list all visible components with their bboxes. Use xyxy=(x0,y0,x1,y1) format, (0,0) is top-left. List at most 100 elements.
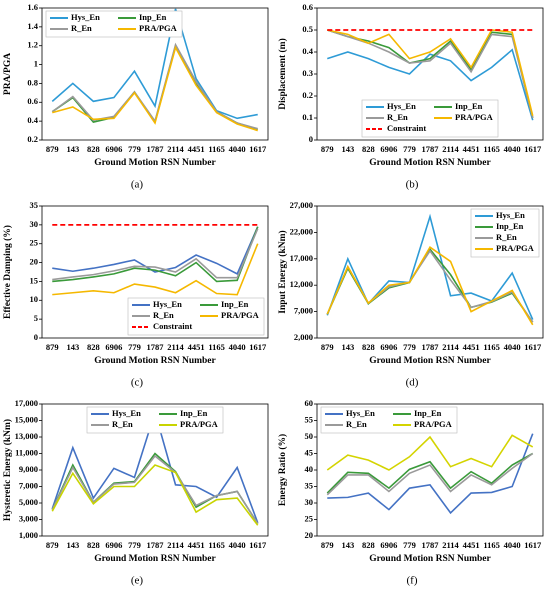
x-tick-label: 4040 xyxy=(504,144,521,154)
y-axis-label: Hysteretic Energy (kNm) xyxy=(2,419,13,521)
x-tick-label: 779 xyxy=(403,342,416,352)
x-tick-label: 4451 xyxy=(463,144,480,154)
legend-label: Constraint xyxy=(387,123,426,133)
x-tick-label: 143 xyxy=(341,540,354,550)
x-tick-label: 879 xyxy=(46,342,59,352)
series-line xyxy=(326,434,534,471)
x-tick-label: 4451 xyxy=(463,342,480,352)
y-tick-label: 1 xyxy=(34,59,38,69)
y-tick-label: 5,000 xyxy=(19,497,38,507)
series-line xyxy=(326,452,534,494)
y-tick-label: 2,000 xyxy=(294,332,313,342)
series-line xyxy=(327,48,534,121)
y-tick-label: 25 xyxy=(305,513,314,523)
series-line xyxy=(326,246,534,326)
x-tick-label: 143 xyxy=(66,342,79,352)
x-tick-label: 1617 xyxy=(249,144,267,154)
caption: (c) xyxy=(131,377,144,389)
y-tick-label: 1.4 xyxy=(27,21,38,31)
y-tick-label: 15,000 xyxy=(15,414,38,424)
y-tick-label: 35 xyxy=(305,480,314,490)
x-axis-label: Ground Motion RSN Number xyxy=(369,356,491,366)
x-tick-label: 1787 xyxy=(147,144,165,154)
y-axis-label: Energy Ratio (%) xyxy=(277,434,288,506)
series-line xyxy=(52,226,259,275)
y-tick-label: 1,000 xyxy=(19,530,38,540)
y-tick-label: 0 xyxy=(34,332,38,342)
y-tick-label: 7,000 xyxy=(294,306,313,316)
y-axis-label: PRA/PGA xyxy=(3,53,13,95)
plot-frame xyxy=(41,403,269,537)
y-axis-label: Input Energy (kNm) xyxy=(277,230,288,313)
x-tick-label: 2114 xyxy=(167,144,184,154)
x-tick-label: 828 xyxy=(87,144,100,154)
legend-label: Inp_En xyxy=(455,101,483,111)
x-tick-label: 1787 xyxy=(422,342,440,352)
y-tick-label: 15 xyxy=(30,275,39,285)
x-tick-label: 1787 xyxy=(422,144,440,154)
x-tick-label: 779 xyxy=(128,144,141,154)
legend-label: Inp_En xyxy=(221,299,249,309)
x-axis-label: Ground Motion RSN Number xyxy=(94,554,216,564)
chart-panel: 0.2 0.4 0.6 0.8 1 1.2 1.4 1.6 879 143 828 6906 779 17… xyxy=(3,2,269,191)
legend-label: R_En xyxy=(153,310,174,320)
caption: (a) xyxy=(131,179,144,191)
y-tick-label: 0 xyxy=(309,134,313,144)
y-tick-label: 11,000 xyxy=(15,447,38,457)
chart-panel: 0 5 10 15 20 25 30 35 879 143 828 6906 779 1787 2114 44… xyxy=(2,200,269,389)
caption: (d) xyxy=(406,377,419,389)
x-tick-label: 1165 xyxy=(483,540,500,550)
legend-label: Hys_En xyxy=(496,210,525,220)
legend-label: PRA/PGA xyxy=(455,112,494,122)
x-tick-label: 4451 xyxy=(463,540,480,550)
legend-label: R_En xyxy=(346,419,367,429)
x-tick-label: 143 xyxy=(341,342,354,352)
x-tick-label: 1165 xyxy=(483,144,500,154)
x-tick-label: 6906 xyxy=(105,144,122,154)
series-line xyxy=(51,464,259,526)
legend-box xyxy=(361,99,499,138)
y-tick-label: 0.2 xyxy=(27,134,38,144)
y-axis-label: Displacement (m) xyxy=(277,38,288,110)
series-line xyxy=(326,213,534,320)
y-tick-label: 0.2 xyxy=(302,90,313,100)
legend-label: Hys_En xyxy=(112,408,141,418)
plot-frame xyxy=(316,403,544,537)
x-tick-label: 4040 xyxy=(229,342,246,352)
x-tick-label: 1617 xyxy=(524,342,542,352)
x-tick-label: 779 xyxy=(128,540,141,550)
x-tick-label: 1617 xyxy=(524,144,542,154)
y-tick-label: 3,000 xyxy=(19,513,38,523)
x-tick-label: 1165 xyxy=(208,540,225,550)
y-tick-label: 60 xyxy=(305,398,314,408)
x-tick-label: 779 xyxy=(403,144,416,154)
y-tick-label: 5 xyxy=(34,313,38,323)
x-tick-label: 143 xyxy=(66,540,79,550)
legend-label: R_En xyxy=(112,419,133,429)
y-tick-label: 9,000 xyxy=(19,464,38,474)
x-tick-label: 6906 xyxy=(105,342,122,352)
x-tick-label: 4040 xyxy=(229,144,246,154)
legend-label: R_En xyxy=(496,232,517,242)
y-tick-label: 27,000 xyxy=(290,200,313,210)
y-tick-label: 30 xyxy=(30,219,39,229)
y-tick-label: 13,000 xyxy=(15,431,38,441)
x-tick-label: 2114 xyxy=(442,540,459,550)
y-tick-label: 17,000 xyxy=(290,253,313,263)
x-tick-label: 1617 xyxy=(249,342,267,352)
x-tick-label: 828 xyxy=(87,342,100,352)
caption: (e) xyxy=(131,575,144,587)
legend-label: Hys_En xyxy=(153,299,182,309)
y-tick-label: 1.2 xyxy=(27,40,38,50)
caption: (f) xyxy=(407,575,418,587)
y-tick-label: 55 xyxy=(305,414,314,424)
x-tick-label: 6906 xyxy=(380,342,397,352)
x-tick-label: 879 xyxy=(46,144,59,154)
y-tick-label: 20 xyxy=(30,257,39,267)
series-line xyxy=(52,243,259,296)
legend-label: Inp_En xyxy=(496,221,524,231)
y-tick-label: 22,000 xyxy=(290,226,313,236)
legend-box xyxy=(320,406,458,434)
y-tick-label: 0.5 xyxy=(302,24,313,34)
legend-label: PRA/PGA xyxy=(414,419,453,429)
